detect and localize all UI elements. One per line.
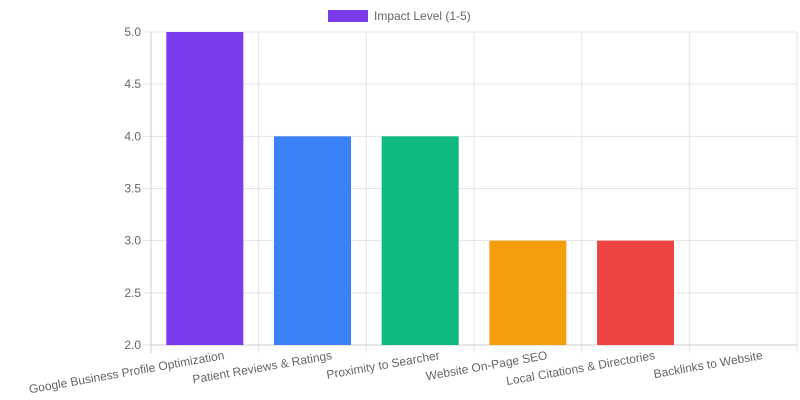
- bar[interactable]: [166, 32, 244, 345]
- y-tick-label: 4.0: [124, 129, 141, 143]
- legend-swatch: [328, 10, 368, 22]
- bar[interactable]: [597, 240, 674, 345]
- x-tick-label: Proximity to Searcher: [325, 348, 440, 382]
- x-axis: Google Business Profile OptimizationPati…: [28, 348, 764, 396]
- bar[interactable]: [274, 136, 351, 345]
- chart-legend[interactable]: Impact Level (1-5): [328, 8, 471, 24]
- y-axis: 5.0 4.5 4.0 3.5 3.0 2.5 2.0: [124, 25, 141, 352]
- y-tick-label: 5.0: [124, 25, 141, 39]
- x-tick-label: Backlinks to Website: [652, 348, 764, 381]
- bar[interactable]: [381, 136, 459, 345]
- y-tick-label: 2.0: [124, 338, 141, 352]
- y-tick-label: 3.0: [124, 234, 141, 248]
- y-tick-label: 4.5: [124, 77, 141, 91]
- y-tick-label: 3.5: [124, 182, 141, 196]
- grid-lines: [143, 31, 798, 353]
- bar[interactable]: [489, 240, 567, 345]
- y-tick-label: 2.5: [124, 286, 141, 300]
- legend-label: Impact Level (1-5): [374, 9, 471, 23]
- bars: [166, 32, 674, 345]
